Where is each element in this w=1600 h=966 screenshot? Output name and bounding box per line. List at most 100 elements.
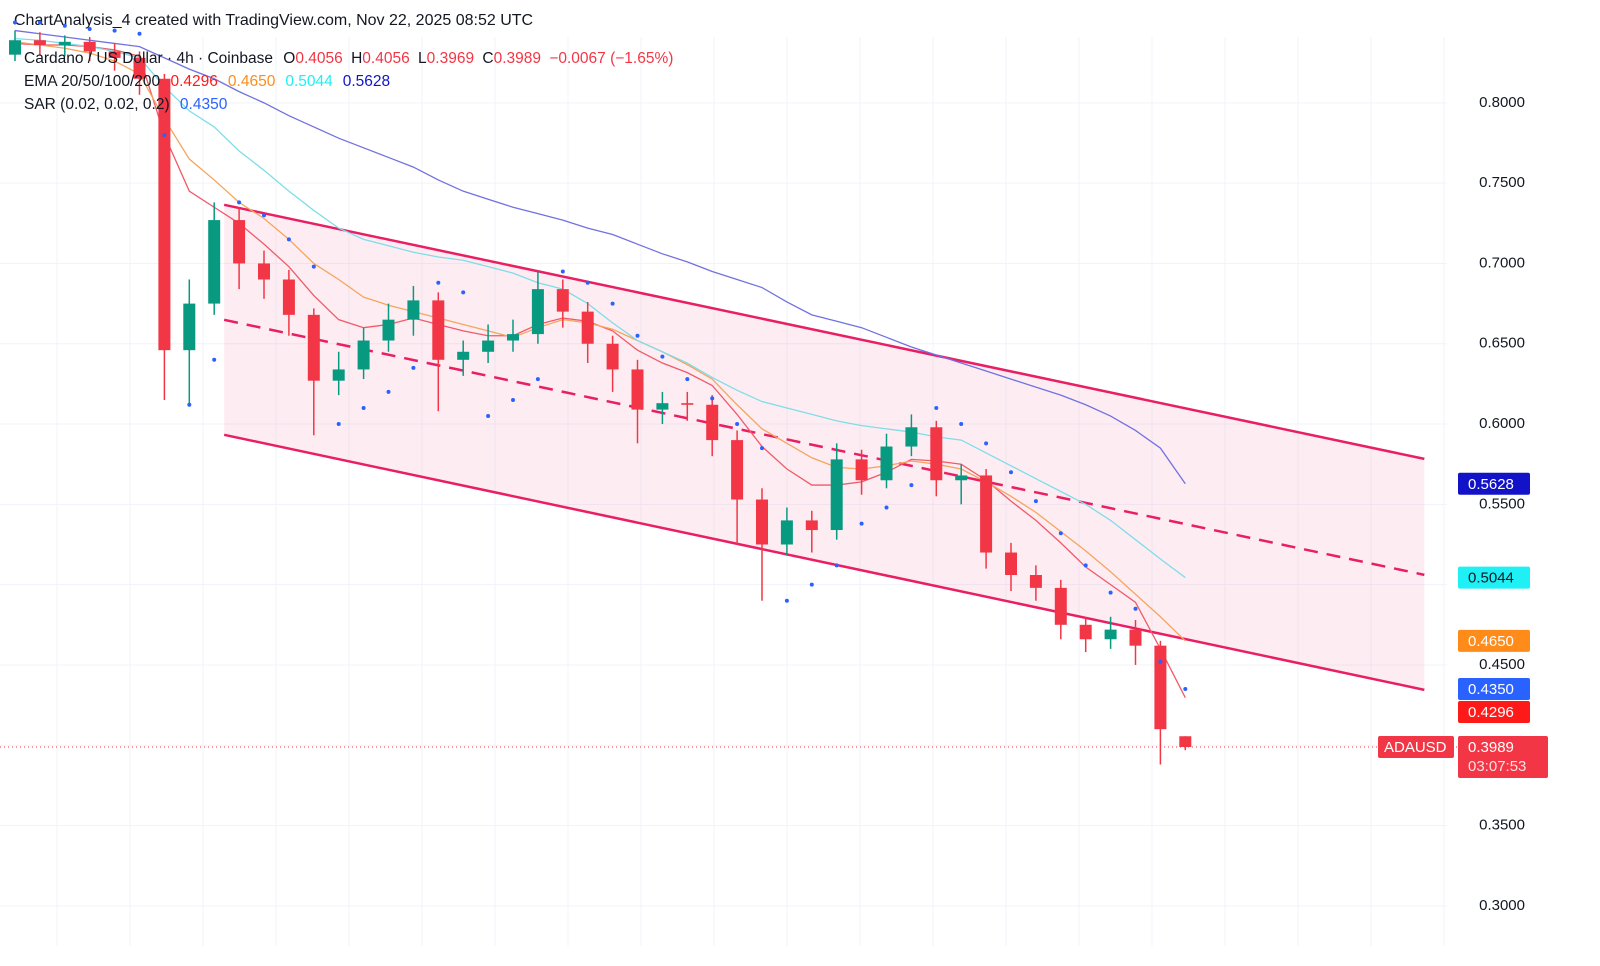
sar-dot xyxy=(1009,470,1013,475)
candle-body xyxy=(282,279,295,315)
sar-dot xyxy=(1133,606,1138,611)
candle-body xyxy=(706,404,719,441)
sar-dot xyxy=(336,422,341,427)
sar-dot xyxy=(511,397,515,402)
candle-body xyxy=(805,520,818,531)
sar-dot xyxy=(784,598,789,603)
ema-line xyxy=(14,37,1186,579)
ema-label: EMA 20/50/100/200 xyxy=(24,73,161,90)
sar-dot xyxy=(959,422,964,427)
candle-body xyxy=(233,220,246,264)
candle-body xyxy=(631,369,644,410)
sar-dot xyxy=(909,483,914,488)
ohlc-letter: C xyxy=(482,50,494,67)
axis-badge xyxy=(1458,678,1530,701)
candle-body xyxy=(830,459,843,531)
sar-dot xyxy=(859,521,864,526)
axis-badge xyxy=(1458,629,1530,652)
candle-body xyxy=(1104,629,1117,640)
sar-dot xyxy=(1033,499,1038,504)
candle-body xyxy=(980,475,993,553)
y-tick-label: 0.5500 xyxy=(1479,495,1525,512)
symbol-row: Cardano / US Dollar · 4h · Coinbase O0.4… xyxy=(24,47,679,70)
price-badge xyxy=(1458,736,1548,779)
ema-line xyxy=(14,29,1186,485)
sar-dot xyxy=(535,377,540,382)
candle-body xyxy=(332,369,345,381)
candle-body xyxy=(307,314,320,381)
sar-dot xyxy=(710,396,715,401)
candle-body xyxy=(731,440,744,500)
sar-dot xyxy=(834,563,839,568)
ema-values: 0.4296 0.4650 0.5044 0.5628 xyxy=(170,73,400,90)
sar-dot xyxy=(13,20,17,25)
axis-badge-label: 0.4296 xyxy=(1468,704,1514,721)
candle-body xyxy=(258,263,270,280)
sar-dot xyxy=(685,377,690,382)
candle-body xyxy=(681,403,694,405)
candle-body xyxy=(382,319,395,341)
channel-lower xyxy=(223,433,1425,692)
sar-dot xyxy=(286,237,291,242)
ohlc-letter: H xyxy=(351,50,363,67)
candle-body xyxy=(83,41,96,52)
sar-dot xyxy=(436,280,441,285)
caption: ChartAnalysis_4 created with TradingView… xyxy=(14,12,533,29)
candle-body xyxy=(158,78,171,351)
change: −0.0067 (−1.65%) xyxy=(549,50,674,67)
price-badge-label: 0.3989 xyxy=(1468,739,1514,756)
sar-dot xyxy=(984,441,989,446)
sar-dot xyxy=(162,132,167,137)
sar-dot xyxy=(461,290,466,295)
sar-value: 0.4350 xyxy=(179,96,228,113)
ohlc-letter: L xyxy=(418,50,427,67)
sar-dot xyxy=(386,389,391,394)
candle-body xyxy=(556,289,569,312)
y-tick-label: 0.7000 xyxy=(1479,254,1525,271)
sar-dot xyxy=(411,365,416,370)
candle-body xyxy=(1005,552,1017,576)
candle-body xyxy=(507,334,519,341)
candle-body xyxy=(58,41,71,46)
sar-dot xyxy=(1083,563,1088,568)
candle-body xyxy=(183,303,196,351)
candle-body xyxy=(756,499,768,545)
candle-body xyxy=(531,289,544,335)
sar-dot xyxy=(560,269,565,274)
candle-body xyxy=(955,475,968,481)
candle-body xyxy=(9,40,21,55)
low-value: 0.3969 xyxy=(426,50,475,67)
sar-dot xyxy=(1183,687,1188,692)
candle-body xyxy=(108,51,121,58)
y-tick-label: 0.4500 xyxy=(1479,656,1525,673)
ticker-badge xyxy=(1378,736,1454,759)
channel-middle xyxy=(223,318,1425,577)
candle-body xyxy=(133,57,146,79)
candle-body xyxy=(855,459,868,481)
candle-body xyxy=(357,340,370,370)
sar-dot xyxy=(62,23,67,28)
candle-body xyxy=(1129,629,1142,646)
ema-value: 0.5628 xyxy=(342,73,391,90)
axis-badge xyxy=(1458,566,1530,589)
legend: Cardano / US Dollar · 4h · Coinbase O0.4… xyxy=(24,47,679,116)
candle-body xyxy=(457,351,470,360)
candle-body xyxy=(1079,624,1092,640)
channel-fill xyxy=(224,204,1425,690)
candle-body xyxy=(208,220,221,304)
y-tick-label: 0.8000 xyxy=(1479,94,1525,111)
countdown-label: 03:07:53 xyxy=(1468,758,1526,775)
candle-body xyxy=(407,300,420,320)
candle-body xyxy=(1029,575,1042,588)
sar-dot xyxy=(311,264,316,269)
sar-dot xyxy=(361,405,366,410)
sar-dot xyxy=(262,213,266,218)
sar-dot xyxy=(809,582,814,587)
sar-dot xyxy=(1108,590,1113,595)
candle-body xyxy=(905,427,918,447)
sar-dot xyxy=(112,28,117,33)
y-tick-label: 0.6500 xyxy=(1479,335,1525,352)
sar-dot xyxy=(760,446,764,451)
